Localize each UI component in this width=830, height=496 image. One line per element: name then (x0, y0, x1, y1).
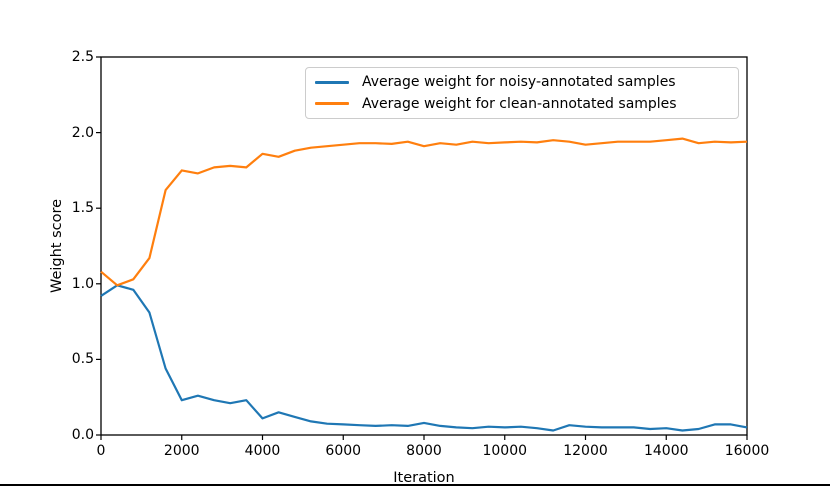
legend-item-clean: Average weight for clean-annotated sampl… (315, 94, 729, 114)
y-tick-label: 0.5 (71, 351, 94, 368)
legend-item-noisy: Average weight for noisy-annotated sampl… (315, 72, 729, 92)
x-tick-label: 12000 (563, 443, 608, 459)
x-tick-label: 4000 (244, 443, 281, 459)
x-tick-label: 0 (96, 443, 106, 459)
window-bottom-edge (0, 484, 830, 486)
legend-label-noisy: Average weight for noisy-annotated sampl… (362, 74, 676, 91)
y-tick-label: 1.0 (71, 275, 94, 292)
x-tick-label: 8000 (406, 443, 442, 459)
legend-line-sample-noisy (315, 80, 349, 84)
legend-line-sample-clean (315, 102, 349, 106)
legend: Average weight for noisy-annotated sampl… (305, 67, 739, 119)
y-axis-title: Weight score (49, 198, 65, 294)
y-tick-label: 2.5 (71, 49, 94, 65)
x-axis-title: Iteration (393, 470, 455, 486)
y-tick-label: 1.5 (71, 200, 94, 217)
y-tick-label: 2.0 (71, 124, 94, 141)
x-tick-label: 14000 (643, 443, 689, 459)
x-tick-label: 2000 (163, 443, 200, 459)
x-tick-label: 6000 (325, 443, 362, 459)
x-tick-label: 10000 (482, 443, 528, 459)
x-tick-label: 16000 (724, 443, 770, 459)
y-tick-label: 0.0 (71, 427, 94, 443)
series-line-noisy (100, 284, 748, 432)
legend-label-clean: Average weight for clean-annotated sampl… (362, 95, 677, 112)
series-line-clean (100, 137, 748, 287)
